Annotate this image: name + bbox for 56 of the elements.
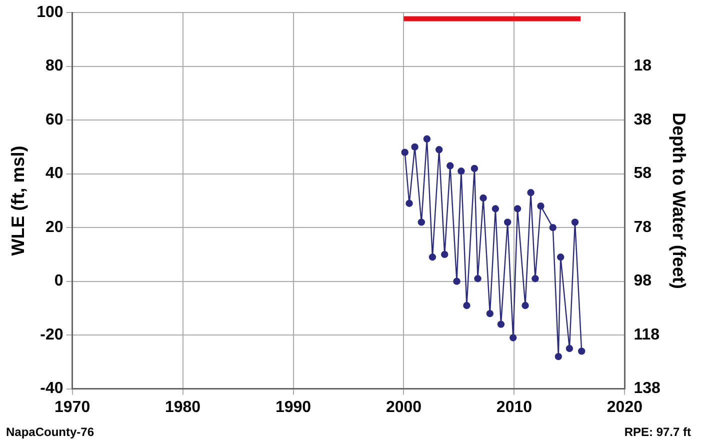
point xyxy=(435,146,443,154)
y-tick-label: 40 xyxy=(46,165,64,182)
point xyxy=(428,254,436,261)
y-tick-label: 20 xyxy=(46,218,64,236)
point xyxy=(514,205,522,212)
point xyxy=(406,200,413,207)
point xyxy=(566,344,574,352)
y2-tick-label: 78 xyxy=(634,218,652,236)
y2-tick-label: 98 xyxy=(634,272,652,290)
point xyxy=(446,162,454,170)
y2-tick-label: 58 xyxy=(634,165,652,182)
point xyxy=(411,143,418,151)
y2-tick-label: 118 xyxy=(634,326,660,344)
point xyxy=(571,218,579,226)
y2-tick-label: 38 xyxy=(634,111,652,128)
point xyxy=(463,302,470,310)
text: RPE: 97.7 ft xyxy=(624,425,691,439)
point xyxy=(510,334,517,342)
y-tick-label: -20 xyxy=(40,326,64,344)
x-tick-label: 1970 xyxy=(54,398,90,416)
point xyxy=(504,218,512,226)
point xyxy=(401,148,408,156)
y2-axis-title: Depth to Water (feet) xyxy=(669,112,690,289)
point xyxy=(453,278,460,285)
text: NapaCounty-76 xyxy=(6,425,94,439)
y-tick-label: -40 xyxy=(40,380,64,398)
point xyxy=(470,164,478,172)
point xyxy=(486,310,494,318)
point xyxy=(537,202,544,210)
x-tick-label: 2010 xyxy=(496,398,532,416)
y-tick-label: 80 xyxy=(46,58,64,75)
point xyxy=(497,320,505,328)
y-tick-label: 0 xyxy=(54,272,64,290)
y-axis-title: WLE (ft, msl) xyxy=(8,146,28,256)
point xyxy=(441,250,448,258)
point xyxy=(492,205,500,212)
point xyxy=(578,348,586,355)
point xyxy=(474,275,482,282)
point xyxy=(549,224,556,232)
point xyxy=(557,254,564,261)
y2-tick-label: 18 xyxy=(634,58,652,75)
point xyxy=(418,218,426,226)
x-tick-label: 2000 xyxy=(386,398,422,416)
point xyxy=(527,189,534,196)
x-tick-label: 2020 xyxy=(606,398,643,416)
point xyxy=(458,168,465,175)
y-tick-label: 100 xyxy=(36,4,64,22)
point xyxy=(532,275,539,282)
point xyxy=(423,135,431,142)
y2-tick-label: 138 xyxy=(634,380,660,398)
x-tick-label: 1990 xyxy=(275,398,312,416)
x-tick-label: 1980 xyxy=(164,398,201,416)
y-tick-label: 60 xyxy=(46,111,64,128)
point xyxy=(522,302,529,310)
point xyxy=(554,352,562,360)
point xyxy=(480,194,487,202)
